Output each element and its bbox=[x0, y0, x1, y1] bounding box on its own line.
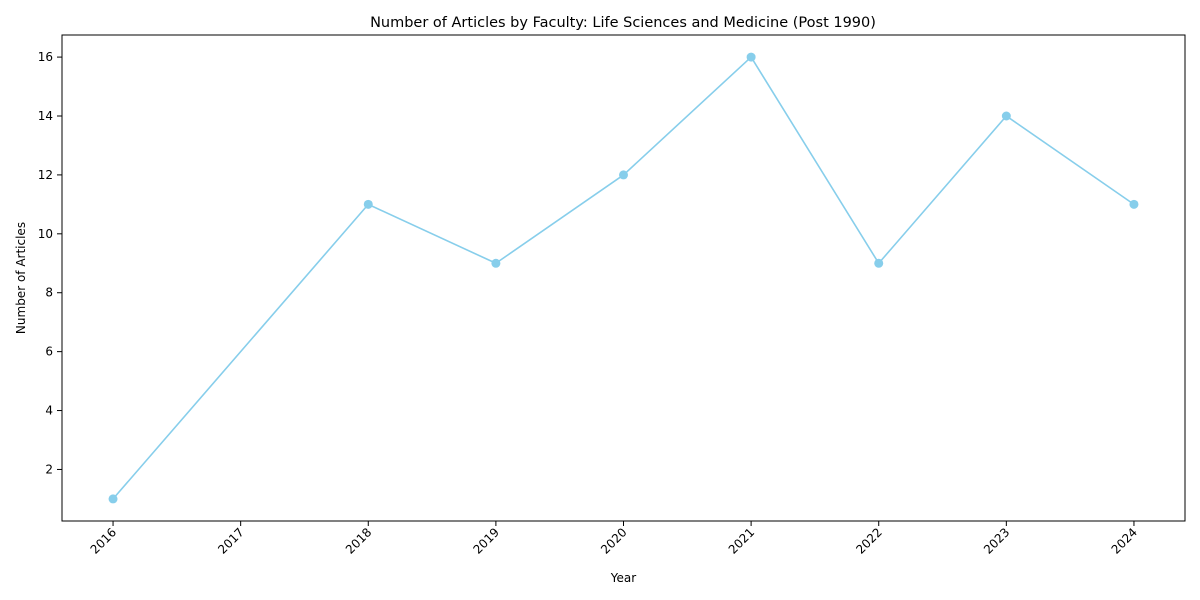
data-point bbox=[1001, 111, 1011, 121]
y-tick-label: 14 bbox=[38, 109, 53, 123]
data-point bbox=[108, 494, 118, 504]
data-point bbox=[874, 258, 884, 268]
y-tick-label: 8 bbox=[45, 286, 53, 300]
series-line bbox=[112, 56, 1135, 500]
chart-title: Number of Articles by Faculty: Life Scie… bbox=[370, 15, 876, 31]
plot-frame bbox=[61, 34, 1186, 522]
series-layer bbox=[108, 52, 1139, 504]
y-tick-label: 2 bbox=[45, 462, 53, 476]
y-tick-label: 12 bbox=[38, 168, 53, 182]
y-tick-label: 4 bbox=[45, 404, 53, 418]
y-axis-ticks: 2 4 6 8 10 12 14 16 bbox=[38, 50, 62, 476]
y-tick-label: 6 bbox=[45, 345, 53, 359]
data-point bbox=[1129, 199, 1139, 209]
data-point bbox=[363, 199, 373, 209]
data-point bbox=[746, 52, 756, 62]
x-axis-label: Year bbox=[610, 571, 636, 585]
data-point bbox=[619, 170, 628, 180]
y-tick-label: 10 bbox=[38, 227, 53, 241]
y-tick-label: 16 bbox=[38, 50, 53, 64]
data-point bbox=[491, 258, 501, 268]
y-axis-label: Number of Articles bbox=[14, 222, 28, 334]
